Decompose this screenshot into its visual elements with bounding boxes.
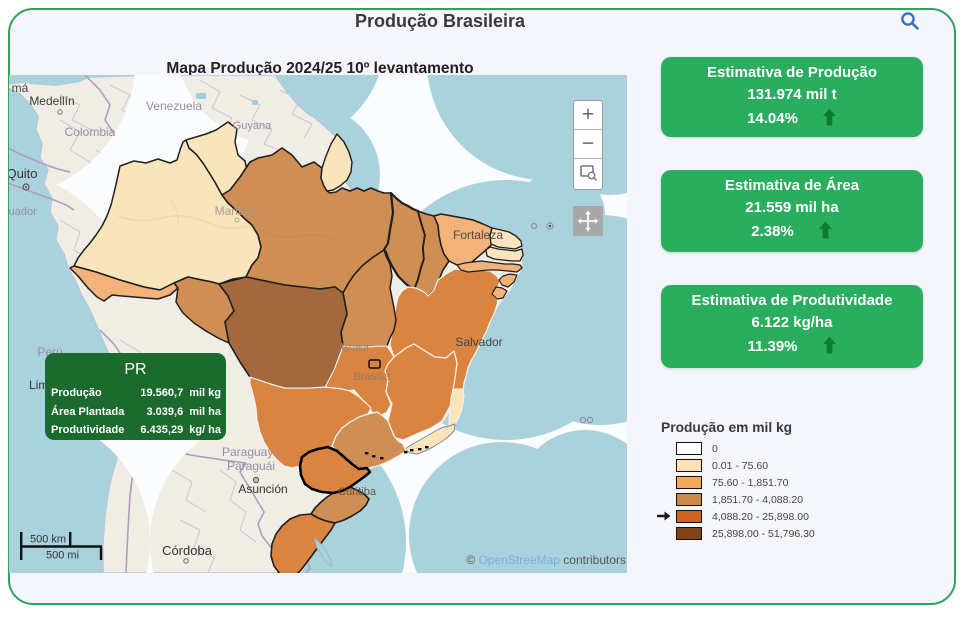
svg-text:Caracas: Caracas: [186, 75, 231, 76]
svg-text:Medellín: Medellín: [29, 94, 74, 108]
svg-text:Guyana: Guyana: [233, 120, 272, 132]
svg-text:Brasil: Brasil: [341, 342, 369, 354]
svg-text:Curitiba: Curitiba: [338, 486, 377, 498]
svg-text:Fortaleza: Fortaleza: [453, 228, 503, 242]
svg-text:Paraguái: Paraguái: [227, 459, 275, 473]
svg-text:Quito: Quito: [9, 166, 38, 181]
svg-text:Salvador: Salvador: [455, 335, 502, 349]
svg-text:Colombia: Colombia: [65, 125, 116, 139]
svg-text:500 km: 500 km: [30, 534, 66, 546]
svg-text:má: má: [12, 81, 29, 95]
svg-text:Venezuela: Venezuela: [146, 99, 202, 113]
svg-text:Brasília: Brasília: [354, 371, 392, 383]
svg-text:Manaus: Manaus: [215, 204, 258, 218]
svg-text:500 mi: 500 mi: [46, 550, 79, 562]
svg-text:Córdoba: Córdoba: [162, 543, 213, 558]
svg-text:cuador: cuador: [9, 206, 37, 218]
svg-text:Paraguay /: Paraguay /: [222, 445, 281, 459]
svg-text:Asunción: Asunción: [238, 482, 287, 496]
